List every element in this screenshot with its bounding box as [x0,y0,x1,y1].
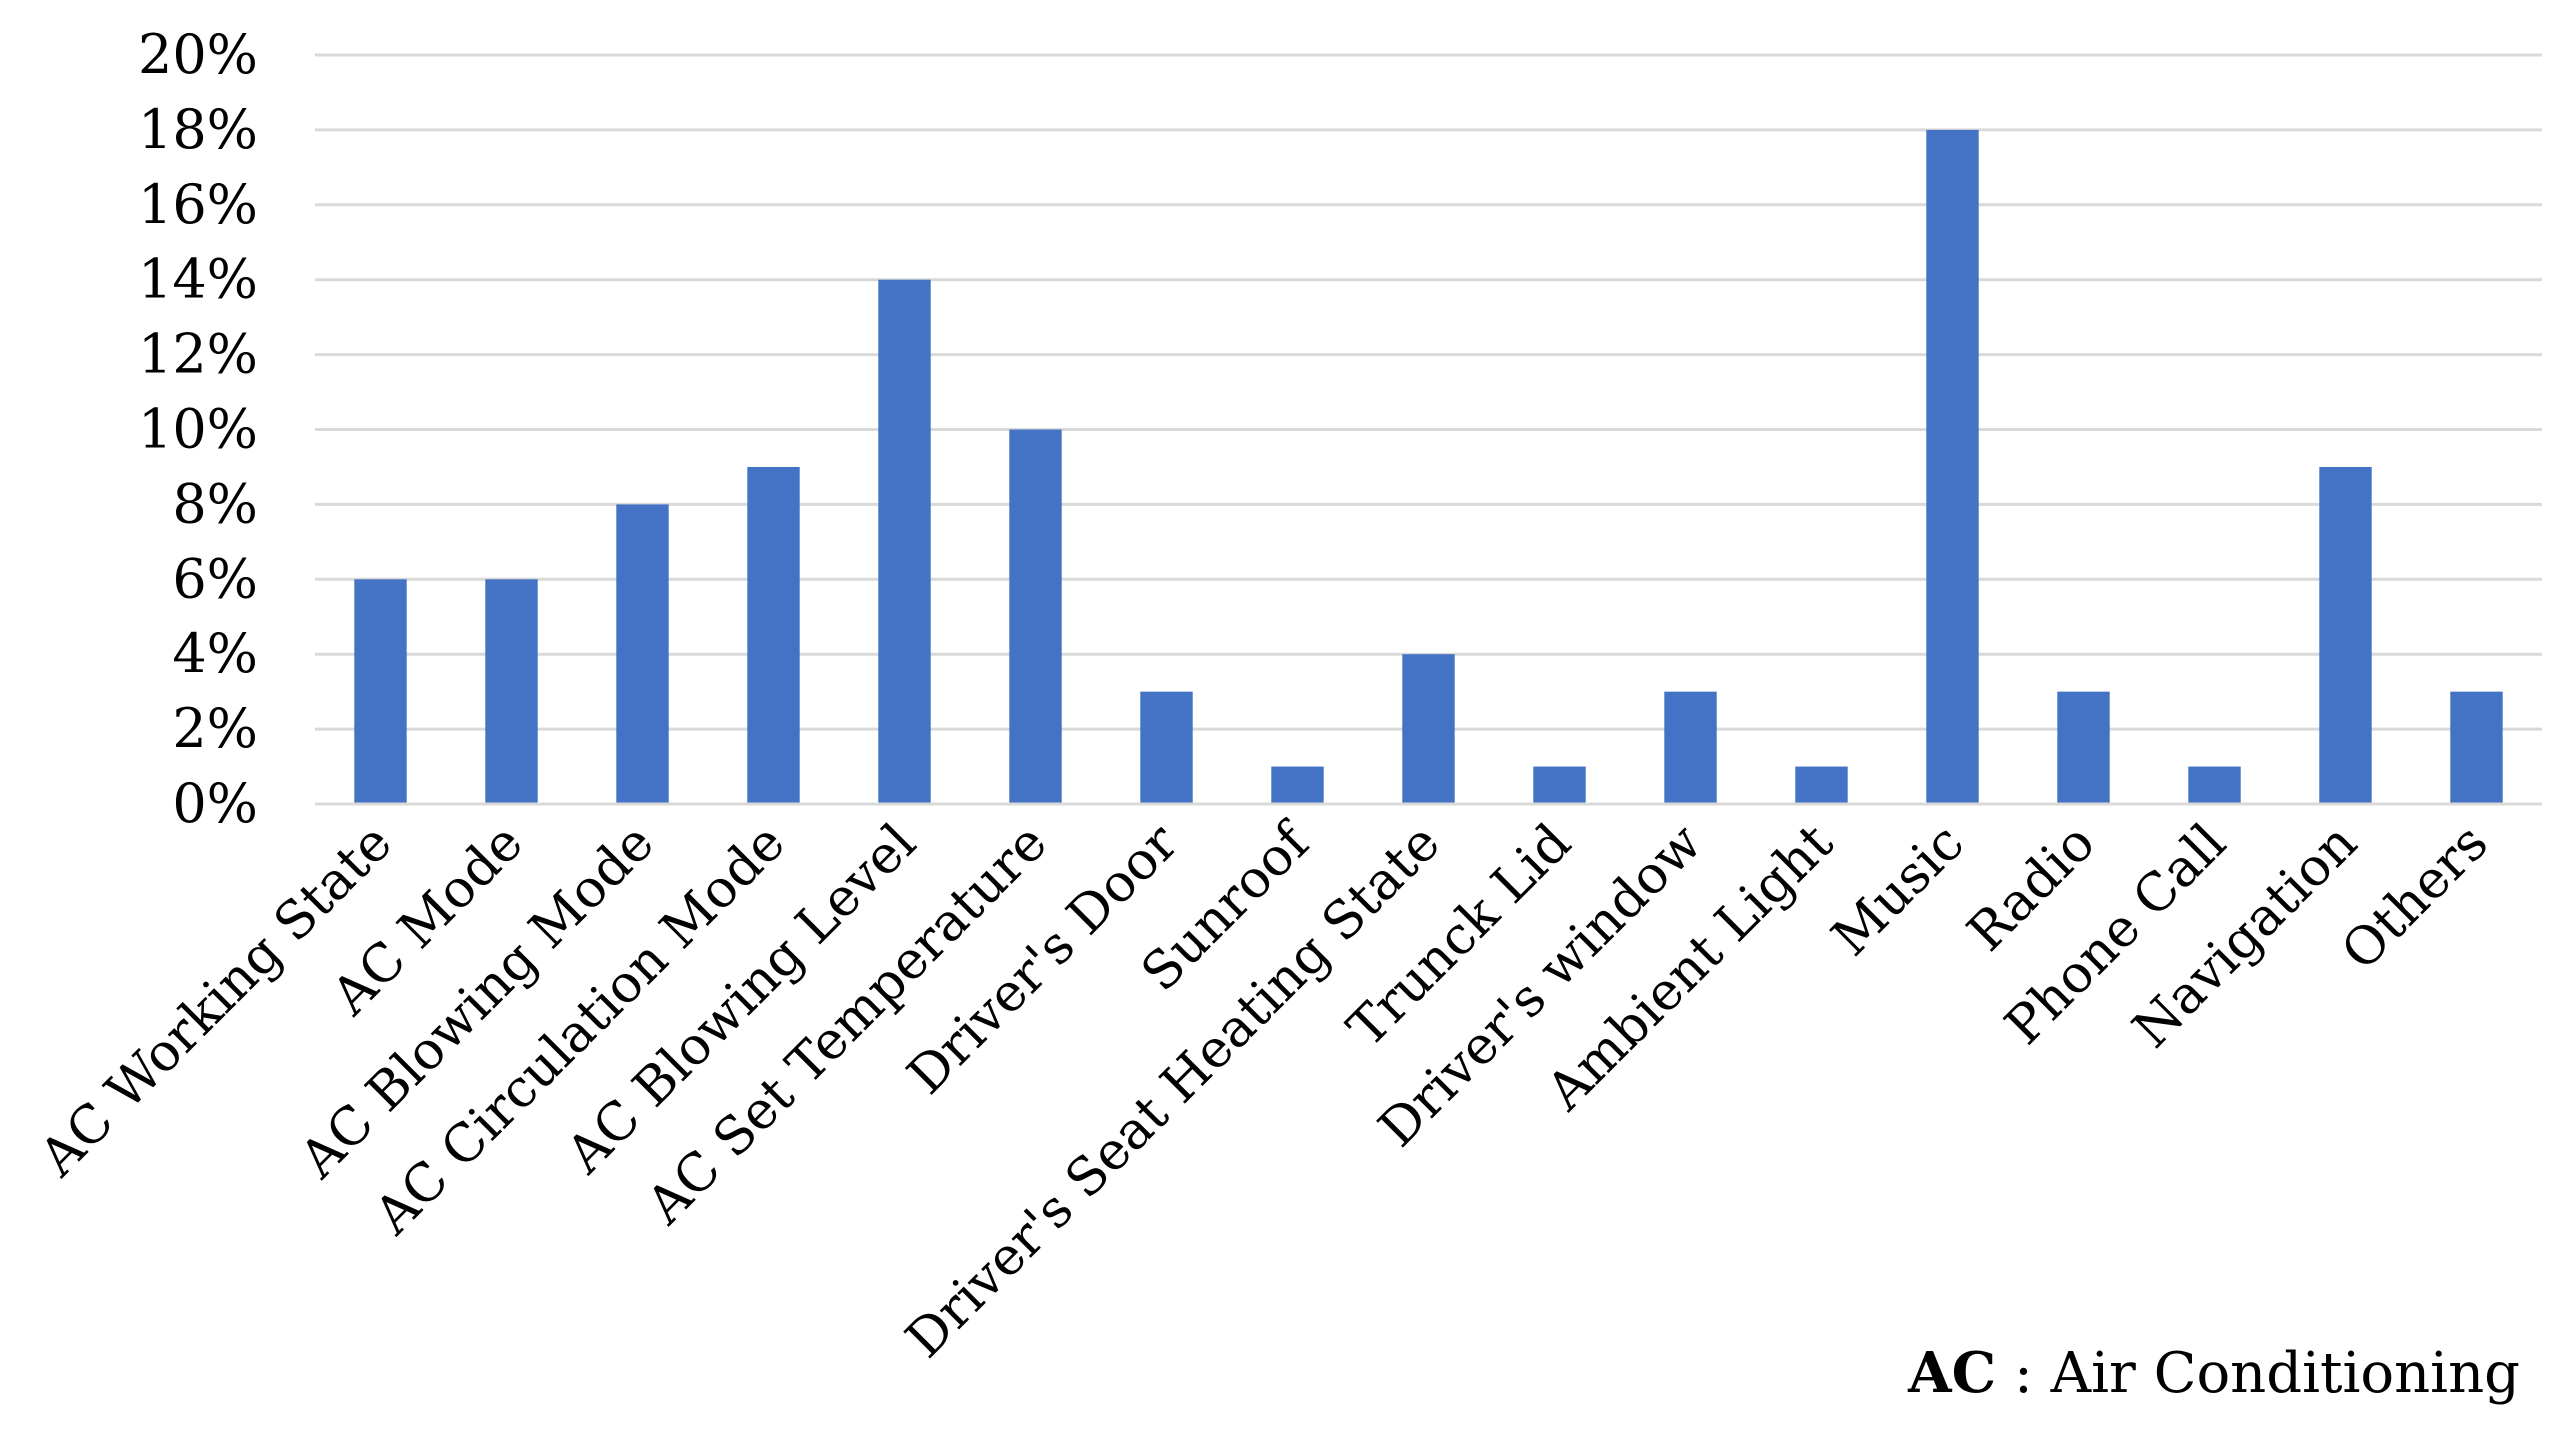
bar [2319,466,2372,804]
bar [1402,654,1455,804]
y-tick-label: 6% [172,547,258,610]
x-category-label: Others [2330,813,2499,982]
y-tick-label: 4% [172,622,258,685]
footnote-abbr: AC [1907,1340,1996,1406]
bar [1533,766,1586,804]
footnote-text: : Air Conditioning [1996,1341,2520,1406]
bar [878,279,931,804]
bar [616,504,669,804]
y-tick-label: 8% [172,472,258,535]
bar [2188,766,2241,804]
footnote: AC : Air Conditioning [1907,1340,2520,1406]
y-tick-label: 16% [138,173,258,236]
bar [1140,691,1193,804]
y-tick-label: 20% [138,23,258,86]
bar [1009,429,1062,804]
bar [747,466,800,804]
bar [1664,691,1717,804]
bar [2450,691,2503,804]
x-category-label: Music [1821,813,1976,968]
bar [354,579,407,804]
y-axis-tick-labels: 0% 2% 4% 6% 8% 10% 12% 14% 16% 18% 20% [138,23,258,835]
bar [2057,691,2110,804]
y-tick-label: 2% [172,697,258,760]
bars [315,129,2542,806]
bar [485,579,538,804]
bar [1926,129,1979,804]
y-tick-label: 10% [138,398,258,461]
y-tick-label: 12% [138,323,258,386]
y-tick-label: 18% [138,98,258,161]
y-tick-label: 0% [172,772,258,835]
gridlines [315,53,2542,806]
bar [1795,766,1848,804]
bar [1271,766,1324,804]
y-tick-label: 14% [138,248,258,311]
